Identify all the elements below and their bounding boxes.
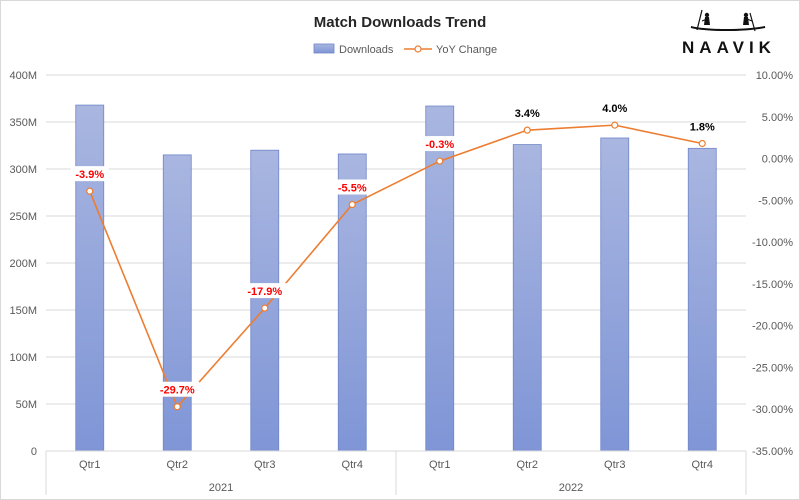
yoy-label-background xyxy=(333,179,372,195)
yoy-marker xyxy=(698,139,706,148)
right-tick-label: 0.00% xyxy=(762,154,793,166)
right-tick-label: 10.00% xyxy=(756,70,794,82)
right-tick-label: -15.00% xyxy=(752,279,793,291)
left-tick-label: 200M xyxy=(9,258,37,270)
yoy-label-background xyxy=(242,283,287,299)
right-tick-label: 5.00% xyxy=(762,112,793,124)
yoy-data-label: 1.8% xyxy=(690,122,715,134)
downloads-bar xyxy=(600,137,630,452)
legend-swatch-downloads xyxy=(313,43,335,54)
naavik-logo: NAAVIK xyxy=(682,9,776,57)
left-tick-label: 350M xyxy=(9,117,37,129)
left-tick-label: 50M xyxy=(16,399,37,411)
downloads-bar xyxy=(512,144,542,452)
category-label: Qtr1 xyxy=(79,459,100,471)
downloads-bar xyxy=(337,153,367,452)
category-label: Qtr1 xyxy=(429,459,450,471)
downloads-bars xyxy=(75,104,717,452)
category-label: Qtr3 xyxy=(254,459,275,471)
yoy-data-label: -5.5% xyxy=(338,183,367,195)
left-tick-label: 300M xyxy=(9,164,37,176)
yoy-label-background xyxy=(155,381,200,397)
left-tick-label: 100M xyxy=(9,352,37,364)
downloads-bar xyxy=(162,154,192,452)
right-axis: 10.00% 5.00% 0.00% -5.00% -10.00% -15.00% -20.… xyxy=(752,70,793,458)
left-tick-label: 0 xyxy=(31,446,37,458)
yoy-data-label: -0.3% xyxy=(425,139,454,151)
yoy-marker xyxy=(173,403,181,411)
yoy-marker xyxy=(523,126,531,134)
legend-label-downloads: Downloads xyxy=(339,44,394,56)
gridlines xyxy=(46,74,746,405)
category-label: Qtr3 xyxy=(604,459,625,471)
yoy-data-label: 4.0% xyxy=(602,103,627,115)
legend: Downloads YoY Change xyxy=(313,43,497,56)
chart-title: Match Downloads Trend xyxy=(314,14,487,31)
left-tick-label: 150M xyxy=(9,305,37,317)
right-tick-label: -35.00% xyxy=(752,446,793,458)
yoy-label-background xyxy=(420,136,459,152)
yoy-data-label: -17.9% xyxy=(247,286,282,298)
downloads-bar xyxy=(687,147,717,452)
right-tick-label: -20.00% xyxy=(752,321,793,333)
left-axis: 0 50M 100M 150M 200M 250M 300M 350M 400M xyxy=(9,70,37,458)
yoy-marker xyxy=(86,187,94,195)
canoe-icon xyxy=(689,9,767,32)
right-tick-label: -10.00% xyxy=(752,237,793,249)
yoy-data-label: -29.7% xyxy=(160,385,195,397)
category-label: Qtr4 xyxy=(692,459,713,471)
brand-name: NAAVIK xyxy=(682,38,776,57)
yoy-data-label: -3.9% xyxy=(75,169,104,181)
yoy-data-labels: -3.9% -29.7% -17.9% -5.5% -0.3% 3.4% 4.0% 1.8% xyxy=(70,103,715,397)
yoy-marker xyxy=(611,121,619,129)
legend-label-yoy: YoY Change xyxy=(436,44,497,56)
yoy-marker xyxy=(436,157,444,165)
downloads-bar xyxy=(250,149,280,452)
left-tick-label: 250M xyxy=(9,211,37,223)
yoy-data-label: 3.4% xyxy=(515,108,540,120)
category-label: Qtr2 xyxy=(517,459,538,471)
category-label: Qtr4 xyxy=(342,459,363,471)
category-label: Qtr2 xyxy=(167,459,188,471)
downloads-bar xyxy=(75,104,105,452)
yoy-label-background xyxy=(70,166,109,182)
left-tick-label: 400M xyxy=(9,70,37,82)
year-group-label: 2022 xyxy=(559,482,583,494)
year-group-label: 2021 xyxy=(209,482,233,494)
yoy-marker xyxy=(348,200,356,209)
legend-swatch-yoy-marker xyxy=(414,45,422,53)
right-tick-label: -5.00% xyxy=(758,195,793,207)
right-tick-label: -25.00% xyxy=(752,362,793,374)
right-tick-label: -30.00% xyxy=(752,404,793,416)
yoy-marker xyxy=(261,304,269,312)
x-axis: Qtr1 Qtr2 Qtr3 Qtr4 Qtr1 Qtr2 Qtr3 Qtr4 2021 2022 xyxy=(45,450,747,495)
